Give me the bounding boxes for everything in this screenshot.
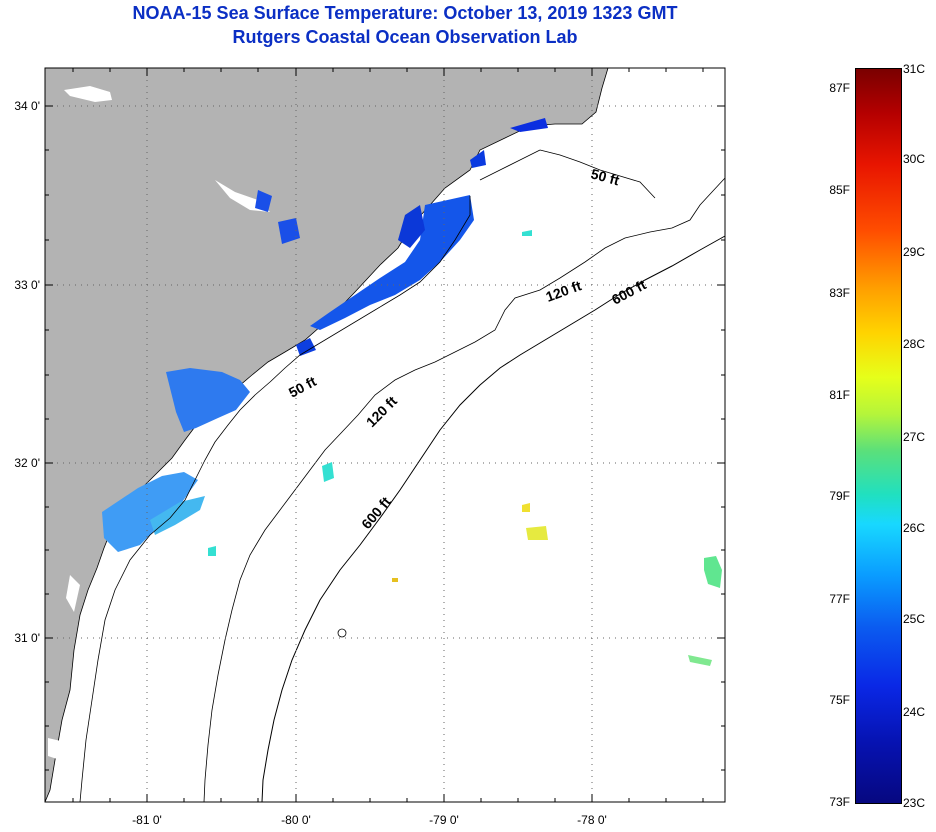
contour-120ft — [203, 177, 726, 803]
contour-600ft — [261, 235, 726, 803]
land-lake — [66, 575, 80, 612]
lon-label: -81 0' — [132, 813, 162, 827]
colorbar-label-f: 77F — [829, 592, 850, 606]
sst-data-patches — [102, 118, 722, 666]
temperature-color-bar — [855, 68, 902, 804]
colorbar-label-c: 26C — [903, 521, 926, 535]
colorbar-label-c: 29C — [903, 245, 926, 259]
lat-label: 32 0' — [14, 456, 40, 470]
contour-circle — [337, 628, 347, 638]
colorbar-label-f: 75F — [829, 693, 850, 707]
colorbar-label-c: 27C — [903, 430, 926, 444]
colorbar-label-c: 31C — [903, 62, 926, 76]
lon-label: -79 0' — [429, 813, 459, 827]
colorbar-label-c: 28C — [903, 337, 926, 351]
colorbar-label-c: 30C — [903, 152, 926, 166]
contour-label-50ft: 50 ft — [589, 165, 621, 188]
map-frame — [44, 67, 726, 803]
lat-label: 34 0' — [14, 99, 40, 113]
land-lake — [64, 86, 112, 102]
land-area — [44, 67, 609, 803]
colorbar-label-f: 81F — [829, 388, 850, 402]
colorbar-label-f: 79F — [829, 489, 850, 503]
lat-label: 33 0' — [14, 278, 40, 292]
colorbar-label-c: 24C — [903, 705, 926, 719]
land-lake — [48, 738, 65, 760]
colorbar-label-f: 83F — [829, 286, 850, 300]
map-title: NOAA-15 Sea Surface Temperature: October… — [132, 3, 678, 23]
lon-label: -80 0' — [281, 813, 311, 827]
colorbar-label-c: 25C — [903, 612, 926, 626]
colorbar-label-f: 85F — [829, 183, 850, 197]
lat-label: 31 0' — [14, 631, 40, 645]
colorbar-label-f: 87F — [829, 81, 850, 95]
lon-label: -78 0' — [577, 813, 607, 827]
colorbar-label-f: 73F — [829, 795, 850, 809]
graticule — [45, 68, 725, 802]
tick-marks — [45, 68, 725, 802]
colorbar-label-c: 23C — [903, 796, 926, 810]
contour-50ft — [79, 149, 656, 803]
map-subtitle: Rutgers Coastal Ocean Observation Lab — [232, 27, 578, 47]
